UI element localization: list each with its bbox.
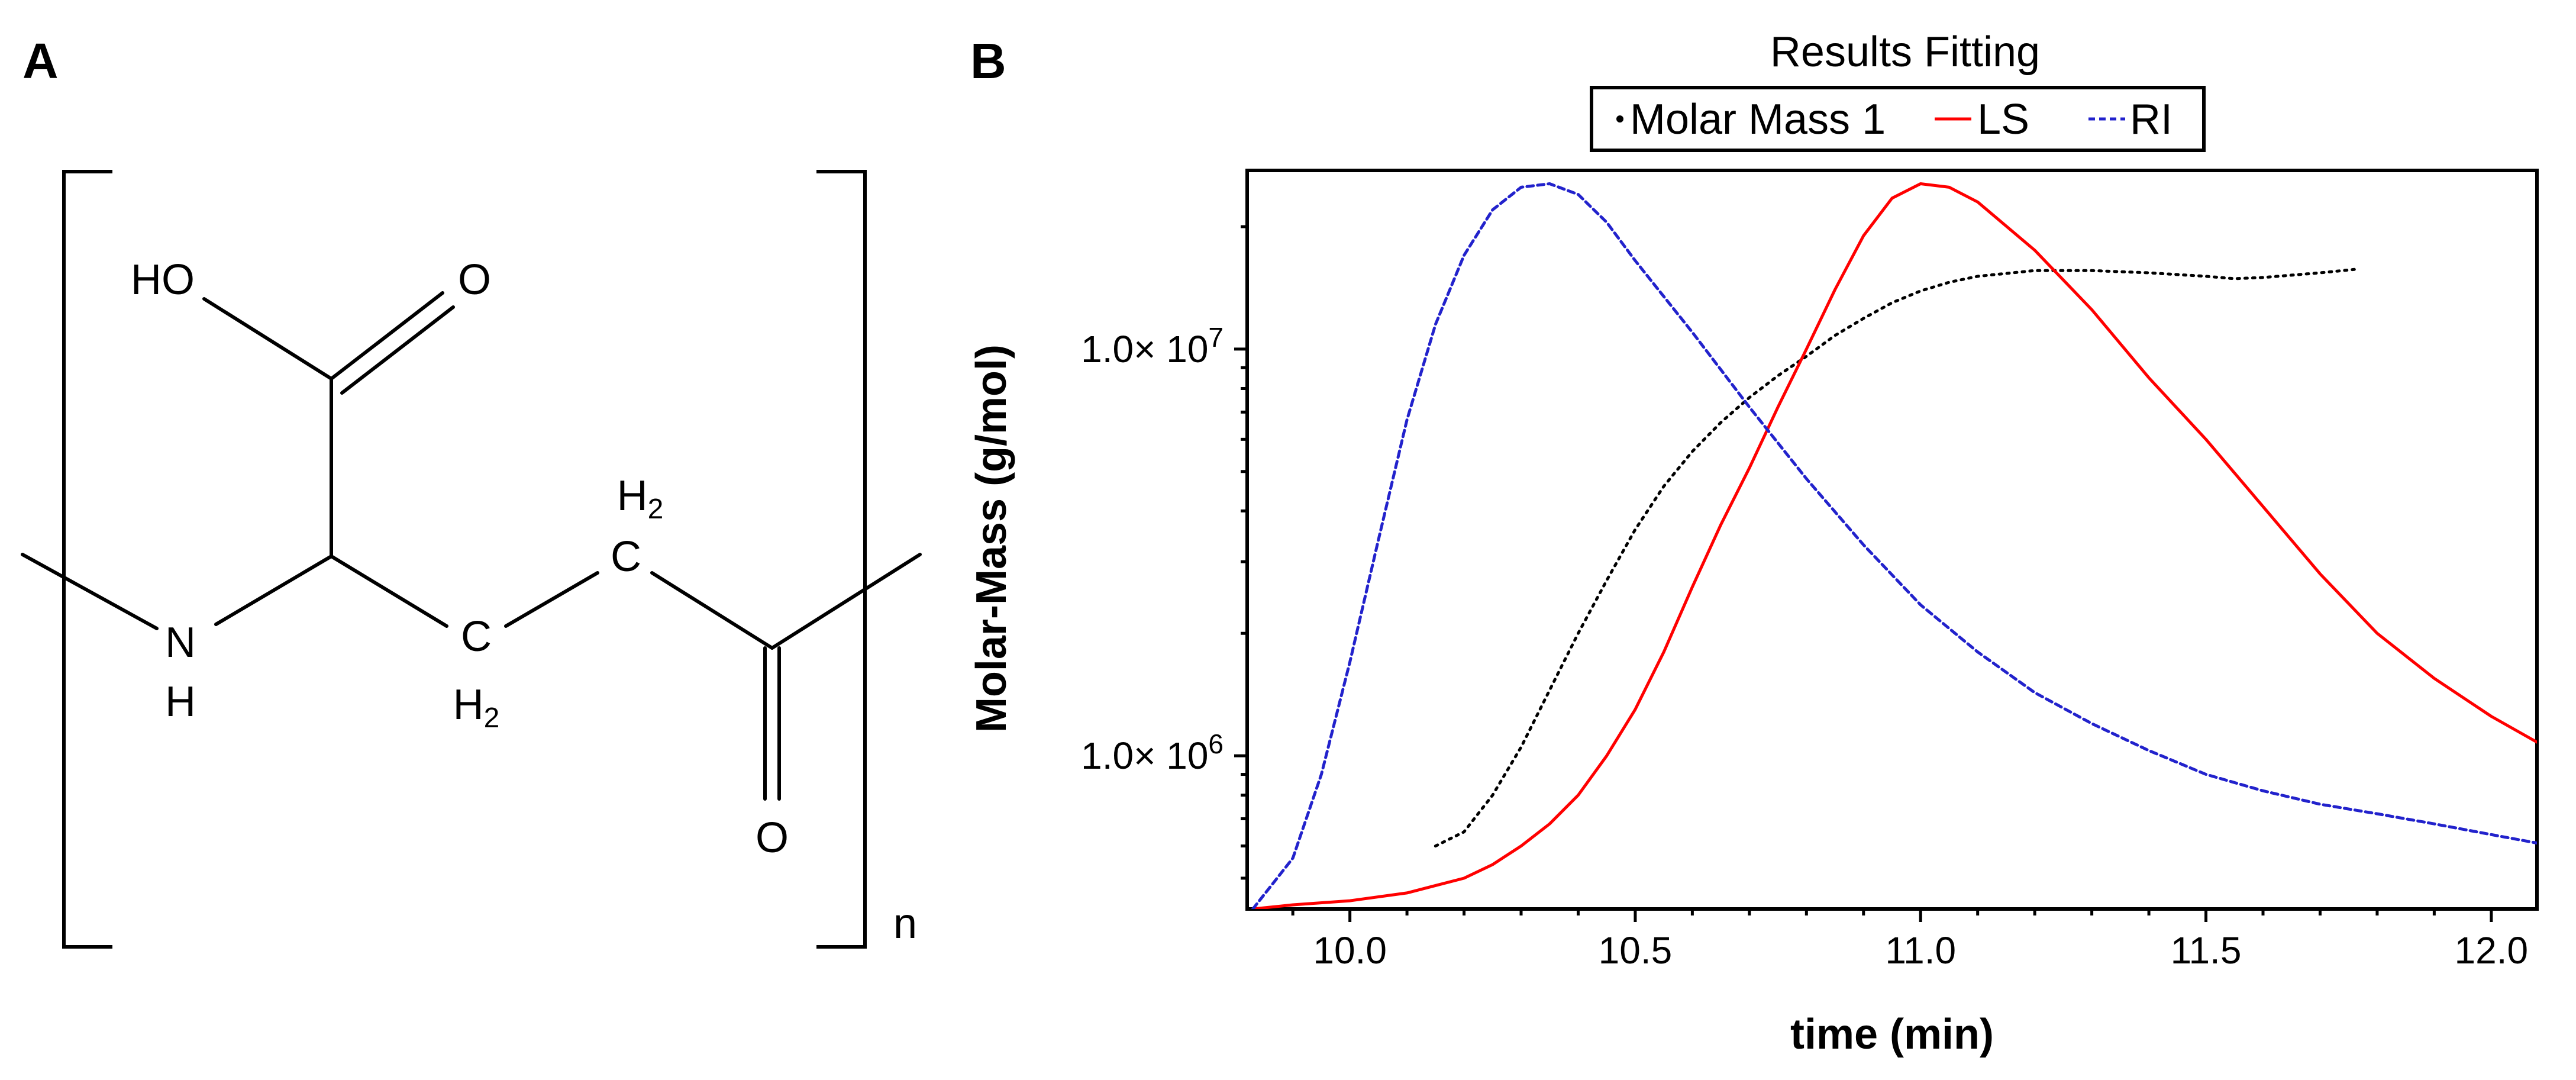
atom-h-ch2-upper: H2: [617, 472, 664, 525]
atom-h-ch2-lower: H2: [453, 681, 500, 734]
atom-c-ch2-upper: C: [611, 533, 641, 581]
bond-n-calpha: [214, 554, 333, 626]
legend-label-ls: LS: [1977, 96, 2029, 143]
bond-chain-left: [21, 553, 159, 630]
legend: Molar Mass 1 LS RI: [1590, 86, 2206, 152]
y-axis-title: Molar-Mass (g/mol): [968, 344, 1015, 733]
panel-b-letter: B: [970, 33, 1006, 89]
x-tick-label: 12.0: [2455, 929, 2529, 972]
series-molar-mass-1: [1434, 267, 2356, 848]
ch2-upper-h: H: [617, 472, 648, 520]
y-tick-label: 1.0× 106: [1081, 728, 1224, 777]
legend-items: Molar Mass 1 LS RI: [1616, 96, 2173, 143]
bonds: [21, 291, 922, 801]
bond-ch2-ccarbonyl: [650, 571, 774, 650]
legend-box: [1590, 86, 2206, 152]
bond-c-o-double-2: [340, 305, 455, 395]
right-bracket: [816, 170, 867, 949]
left-bracket: [62, 170, 112, 949]
chart-title: Results Fitting: [1770, 28, 2040, 76]
x-tick-label: 10.0: [1313, 929, 1387, 972]
atom-ho: HO: [131, 256, 195, 304]
atom-nh-h: H: [165, 678, 196, 726]
series-ls: [1251, 182, 2537, 909]
x-axis-title: time (min): [1790, 1011, 1994, 1058]
series-layer: [1251, 182, 2537, 909]
x-tick-label: 10.5: [1599, 929, 1673, 972]
bond-calpha-ch2: [330, 554, 448, 628]
legend-label-molar-mass-1: Molar Mass 1: [1630, 96, 1886, 143]
atom-o-carboxyl: O: [458, 256, 491, 304]
bond-chain-right: [770, 553, 922, 650]
x-axis: 10.0 10.5 11.0 11.5 12.0: [1291, 909, 2529, 972]
atom-c-ch2-lower: C: [461, 613, 492, 660]
panel-a: A n HO O N H C H2 C H2 O: [21, 33, 922, 949]
ch2-upper-sub: 2: [648, 494, 664, 525]
x-tick-label: 11.0: [1885, 929, 1956, 972]
x-tick-label: 11.5: [2171, 929, 2242, 972]
atom-n: N: [165, 619, 196, 666]
atom-o-carbonyl: O: [756, 814, 789, 862]
repeat-unit-label: n: [893, 900, 917, 947]
ch2-lower-sub: 2: [484, 702, 500, 734]
panel-a-letter: A: [22, 33, 59, 89]
bond-c-o-double-1: [330, 291, 444, 381]
y-tick-mantissa: 1.0× 10: [1081, 328, 1208, 370]
legend-marker-molar-mass-1: [1616, 115, 1623, 122]
bond-ch2-ch2: [504, 571, 599, 628]
panel-b: B Results Fitting Molar Mass 1 LS RI 10.0 1…: [968, 28, 2539, 1058]
plot-area: [1245, 169, 2539, 911]
y-tick-mantissa: 1.0× 10: [1081, 734, 1208, 777]
y-tick-label: 1.0× 107: [1081, 322, 1224, 370]
legend-label-ri: RI: [2130, 96, 2173, 143]
ch2-lower-h: H: [453, 681, 484, 728]
y-tick-exponent: 7: [1208, 322, 1224, 353]
y-tick-exponent: 6: [1208, 728, 1224, 759]
bond-c-oh: [202, 297, 333, 381]
series-ri: [1251, 182, 2537, 909]
